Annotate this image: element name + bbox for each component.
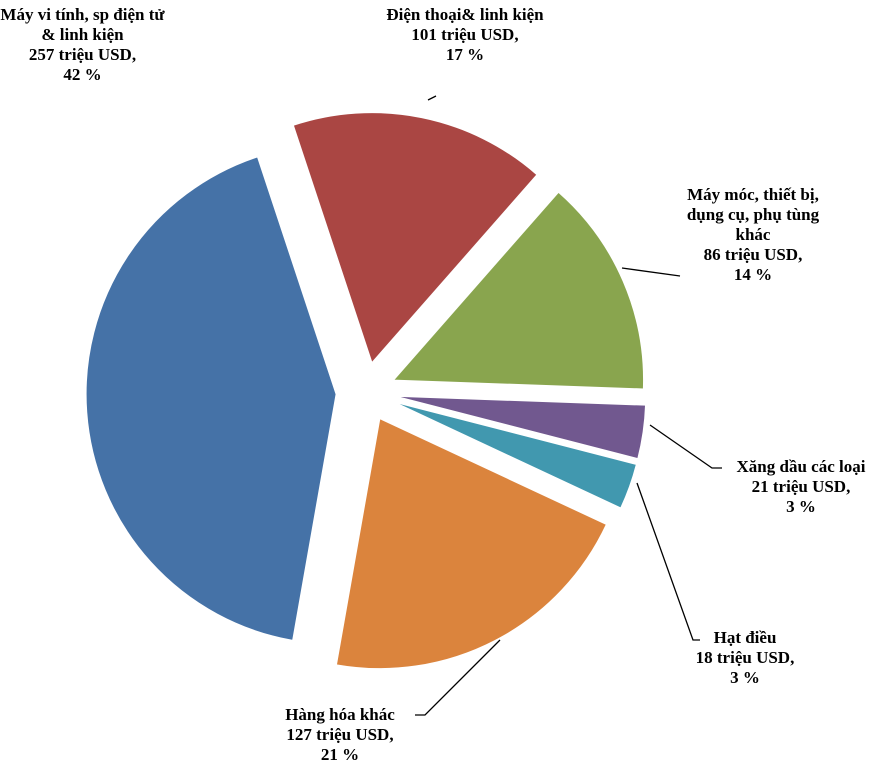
slice-label: Hàng hóa khác 127 triệu USD, 21 % [255,705,425,765]
value-label: 86 triệu USD, [703,245,803,264]
value-label: 18 triệu USD, [695,648,795,667]
slice-label: Xăng dầu các loại 21 triệu USD, 3 % [712,457,890,517]
leader-line [427,95,437,101]
slice-label: Máy vi tính, sp điện tử & linh kiện 257 t… [0,5,165,85]
pie-slice [292,112,538,364]
percent-label: 42 % [63,65,102,84]
pie-slice [395,395,647,460]
percent-label: 21 % [320,745,360,764]
pie-slice [394,401,637,509]
category-label: Máy vi tính, sp điện tử & linh kiện [0,5,165,44]
category-label: Máy móc, thiết bị, dụng cụ, phụ tùng khá… [686,185,820,244]
value-label: 21 triệu USD, [751,477,851,496]
percent-label: 17 % [445,45,485,64]
slice-label: Hạt điều 18 triệu USD, 3 % [680,628,810,688]
pie-slice [335,417,607,670]
value-label: 257 triệu USD, [28,45,137,64]
category-label: Điện thoại& linh kiện [386,5,544,24]
value-label: 101 triệu USD, [411,25,519,44]
percent-label: 3 % [786,497,816,516]
leader-line [636,482,700,641]
leader-line [649,424,722,469]
leader-lines [415,95,722,716]
pie-slice [85,156,337,641]
category-label: Hàng hóa khác [285,705,395,724]
percent-label: 3 % [730,668,760,687]
slice-label: Máy móc, thiết bị, dụng cụ, phụ tùng khá… [668,185,838,285]
leader-line [415,639,501,716]
leader-line [621,267,681,277]
category-label: Hạt điều [713,628,777,647]
category-label: Xăng dầu các loại [736,457,866,476]
value-label: 127 triệu USD, [286,725,394,744]
slice-label: Điện thoại& linh kiện 101 triệu USD, 17 % [380,5,550,65]
pie-slice [392,191,645,390]
percent-label: 14 % [733,265,773,284]
